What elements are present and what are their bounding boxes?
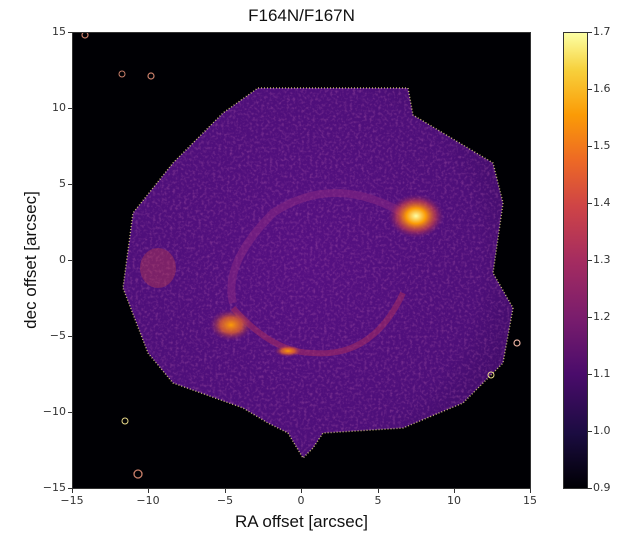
- x-tick: [530, 489, 531, 493]
- x-tick: [148, 489, 149, 493]
- colorbar-tick: [588, 203, 592, 204]
- colorbar: [563, 32, 588, 489]
- x-tick-label: 0: [297, 494, 305, 507]
- colorbar-tick: [588, 488, 592, 489]
- colorbar-label: 0.9: [593, 481, 611, 494]
- colorbar-label: 1.5: [593, 139, 611, 152]
- colorbar-label: 1.6: [593, 82, 611, 95]
- colorbar-tick: [588, 431, 592, 432]
- x-tick-label: −15: [60, 494, 84, 507]
- y-tick: [68, 260, 72, 261]
- colorbar-tick: [588, 146, 592, 147]
- x-tick-label: 15: [523, 494, 537, 507]
- y-tick-label: −5: [49, 329, 66, 342]
- x-tick-label: 5: [374, 494, 382, 507]
- colorbar-tick: [588, 89, 592, 90]
- y-tick-label: −15: [42, 481, 66, 494]
- y-tick-label: 15: [52, 25, 66, 38]
- colorbar-label: 1.1: [593, 367, 611, 380]
- x-axis-label: RA offset [arcsec]: [235, 512, 368, 531]
- y-tick-label: 0: [59, 253, 66, 266]
- y-tick: [68, 184, 72, 185]
- y-tick: [68, 32, 72, 33]
- nebula-image: [81, 33, 521, 479]
- colorbar-tick: [588, 260, 592, 261]
- x-tick-label: 10: [447, 494, 461, 507]
- plot-area: [72, 32, 531, 489]
- colorbar-label: 1.4: [593, 196, 611, 209]
- x-tick: [378, 489, 379, 493]
- x-tick: [72, 489, 73, 493]
- x-tick-label: −10: [136, 494, 160, 507]
- x-tick-label: −5: [216, 494, 234, 507]
- colorbar-label: 1.7: [593, 25, 611, 38]
- chart-title: F164N/F167N: [248, 6, 355, 25]
- y-tick: [68, 336, 72, 337]
- colorbar-label: 1.3: [593, 253, 611, 266]
- y-tick-label: 10: [52, 101, 66, 114]
- colorbar-tick: [588, 32, 592, 33]
- colorbar-label: 1.0: [593, 424, 611, 437]
- y-tick-label: 5: [59, 177, 66, 190]
- y-tick: [68, 412, 72, 413]
- x-tick: [454, 489, 455, 493]
- y-tick: [68, 488, 72, 489]
- y-axis-label: dec offset [arcsec]: [21, 191, 40, 329]
- y-tick: [68, 108, 72, 109]
- y-tick-label: −10: [42, 405, 66, 418]
- x-tick: [301, 489, 302, 493]
- x-tick: [225, 489, 226, 493]
- colorbar-tick: [588, 374, 592, 375]
- colorbar-label: 1.2: [593, 310, 611, 323]
- colorbar-tick: [588, 317, 592, 318]
